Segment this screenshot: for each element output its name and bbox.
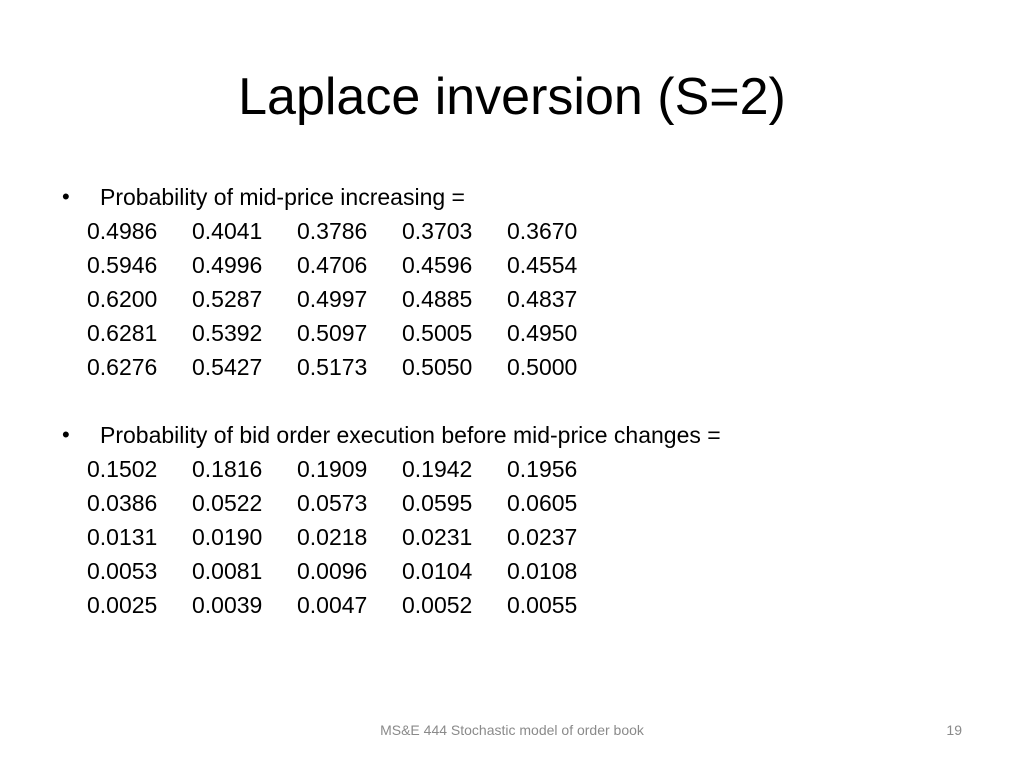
matrix-cell: 0.5392 bbox=[192, 320, 263, 346]
matrix-cell: 0.1909 bbox=[297, 456, 368, 482]
matrix-cell: 0.1502 bbox=[87, 456, 158, 482]
bullet-bid-order-execution: • Probability of bid order execution bef… bbox=[62, 418, 962, 622]
matrix-cell: 0.0131 bbox=[87, 524, 158, 550]
matrix-cell: 0.4997 bbox=[297, 286, 368, 312]
matrix-cell: 0.5173 bbox=[297, 354, 368, 380]
bullet-text: Probability of mid-price increasing = bbox=[100, 184, 465, 210]
matrix-cell: 0.4837 bbox=[507, 286, 578, 312]
matrix-cell: 0.0595 bbox=[402, 490, 473, 516]
matrix-cell: 0.6281 bbox=[87, 320, 158, 346]
bullet-line: • Probability of mid-price increasing = bbox=[62, 180, 962, 214]
page-number: 19 bbox=[946, 722, 962, 738]
matrix-cell: 0.1816 bbox=[192, 456, 263, 482]
bullet-line: • Probability of bid order execution bef… bbox=[62, 418, 962, 452]
probability-matrix: 0.4986 0.4041 0.3786 0.3703 0.3670 0.5946 0.49… bbox=[87, 214, 962, 384]
bullet-text: Probability of bid order execution befor… bbox=[100, 422, 721, 448]
matrix-cell: 0.4596 bbox=[402, 252, 473, 278]
matrix-row: 0.0131 0.0190 0.0218 0.0231 0.0237 bbox=[87, 520, 962, 554]
matrix-cell: 0.0573 bbox=[297, 490, 368, 516]
matrix-cell: 0.0052 bbox=[402, 592, 473, 618]
bullet-dot-icon: • bbox=[62, 184, 70, 209]
matrix-cell: 0.0605 bbox=[507, 490, 578, 516]
matrix-cell: 0.5287 bbox=[192, 286, 263, 312]
matrix-cell: 0.0190 bbox=[192, 524, 263, 550]
matrix-cell: 0.4950 bbox=[507, 320, 578, 346]
matrix-cell: 0.4554 bbox=[507, 252, 578, 278]
matrix-cell: 0.6200 bbox=[87, 286, 158, 312]
matrix-cell: 0.0104 bbox=[402, 558, 473, 584]
matrix-row: 0.6281 0.5392 0.5097 0.5005 0.4950 bbox=[87, 316, 962, 350]
matrix-row: 0.0386 0.0522 0.0573 0.0595 0.0605 bbox=[87, 486, 962, 520]
matrix-cell: 0.5050 bbox=[402, 354, 473, 380]
matrix-cell: 0.5946 bbox=[87, 252, 158, 278]
matrix-row: 0.6200 0.5287 0.4997 0.4885 0.4837 bbox=[87, 282, 962, 316]
matrix-row: 0.6276 0.5427 0.5173 0.5050 0.5000 bbox=[87, 350, 962, 384]
matrix-cell: 0.3786 bbox=[297, 218, 368, 244]
matrix-cell: 0.3670 bbox=[507, 218, 578, 244]
bullet-mid-price-increasing: • Probability of mid-price increasing = … bbox=[62, 180, 962, 384]
matrix-cell: 0.4986 bbox=[87, 218, 158, 244]
matrix-cell: 0.5427 bbox=[192, 354, 263, 380]
matrix-row: 0.5946 0.4996 0.4706 0.4596 0.4554 bbox=[87, 248, 962, 282]
matrix-cell: 0.4885 bbox=[402, 286, 473, 312]
matrix-cell: 0.0081 bbox=[192, 558, 263, 584]
matrix-row: 0.0025 0.0039 0.0047 0.0052 0.0055 bbox=[87, 588, 962, 622]
matrix-cell: 0.3703 bbox=[402, 218, 473, 244]
matrix-cell: 0.5000 bbox=[507, 354, 578, 380]
matrix-cell: 0.0218 bbox=[297, 524, 368, 550]
matrix-cell: 0.0386 bbox=[87, 490, 158, 516]
matrix-cell: 0.0039 bbox=[192, 592, 263, 618]
matrix-cell: 0.0055 bbox=[507, 592, 578, 618]
matrix-cell: 0.0522 bbox=[192, 490, 263, 516]
matrix-cell: 0.1942 bbox=[402, 456, 473, 482]
matrix-cell: 0.0047 bbox=[297, 592, 368, 618]
slide-title: Laplace inversion (S=2) bbox=[238, 68, 786, 126]
matrix-cell: 0.0025 bbox=[87, 592, 158, 618]
matrix-cell: 0.4041 bbox=[192, 218, 263, 244]
matrix-cell: 0.4706 bbox=[297, 252, 368, 278]
matrix-cell: 0.0053 bbox=[87, 558, 158, 584]
matrix-cell: 0.0096 bbox=[297, 558, 368, 584]
matrix-cell: 0.4996 bbox=[192, 252, 263, 278]
probability-matrix: 0.1502 0.1816 0.1909 0.1942 0.1956 0.0386 0.05… bbox=[87, 452, 962, 622]
matrix-cell: 0.5005 bbox=[402, 320, 473, 346]
matrix-cell: 0.1956 bbox=[507, 456, 578, 482]
matrix-cell: 0.5097 bbox=[297, 320, 368, 346]
matrix-cell: 0.0231 bbox=[402, 524, 473, 550]
matrix-cell: 0.0237 bbox=[507, 524, 578, 550]
matrix-row: 0.1502 0.1816 0.1909 0.1942 0.1956 bbox=[87, 452, 962, 486]
matrix-row: 0.4986 0.4041 0.3786 0.3703 0.3670 bbox=[87, 214, 962, 248]
slide-footer: MS&E 444 Stochastic model of order book bbox=[380, 722, 644, 738]
matrix-cell: 0.0108 bbox=[507, 558, 578, 584]
bullet-dot-icon: • bbox=[62, 422, 70, 447]
matrix-row: 0.0053 0.0081 0.0096 0.0104 0.0108 bbox=[87, 554, 962, 588]
matrix-cell: 0.6276 bbox=[87, 354, 158, 380]
